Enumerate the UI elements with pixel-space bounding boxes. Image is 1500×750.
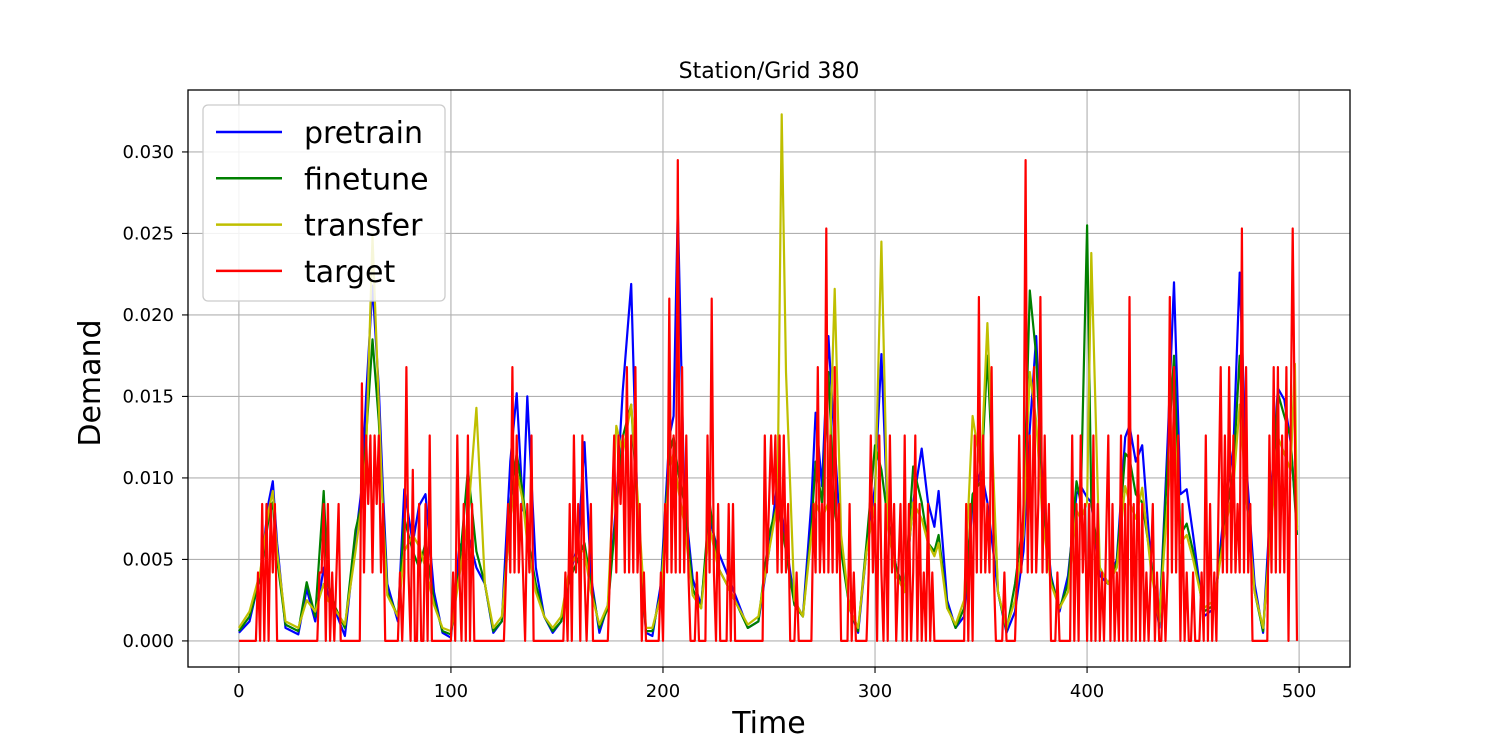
y-tick-label: 0.020 (122, 305, 174, 326)
series-layer (237, 113, 1299, 642)
y-tick-label: 0.025 (122, 223, 174, 244)
x-tick-label: 300 (858, 681, 892, 702)
y-tick-label: 0.000 (122, 631, 174, 652)
legend-label-pretrain: pretrain (304, 116, 423, 151)
legend: pretrain finetune transfer target (202, 104, 446, 302)
chart-title: Station/Grid 380 (679, 59, 860, 84)
x-tick-label: 100 (434, 681, 468, 702)
x-axis-label: Time (731, 706, 805, 741)
x-tick-label: 500 (1282, 681, 1316, 702)
legend-label-finetune: finetune (304, 162, 429, 197)
x-tick-label: 0 (233, 681, 244, 702)
y-axis-label: Demand (73, 319, 108, 446)
legend-box (202, 104, 446, 302)
y-tick-label: 0.015 (122, 386, 174, 407)
series-line-target (238, 159, 1299, 642)
legend-label-transfer: transfer (304, 209, 423, 244)
y-tick-label: 0.005 (122, 549, 174, 570)
legend-label-target: target (304, 255, 395, 290)
x-tick-label: 200 (646, 681, 680, 702)
y-tick-label: 0.010 (122, 468, 174, 489)
y-tick-label: 0.030 (122, 142, 174, 163)
plot-frame (187, 89, 1351, 668)
x-tick-label: 400 (1070, 681, 1104, 702)
tick-layer: 0 100 200 300 400 500 0.000 0.005 0.010 0.015 0.02… (122, 142, 1316, 702)
